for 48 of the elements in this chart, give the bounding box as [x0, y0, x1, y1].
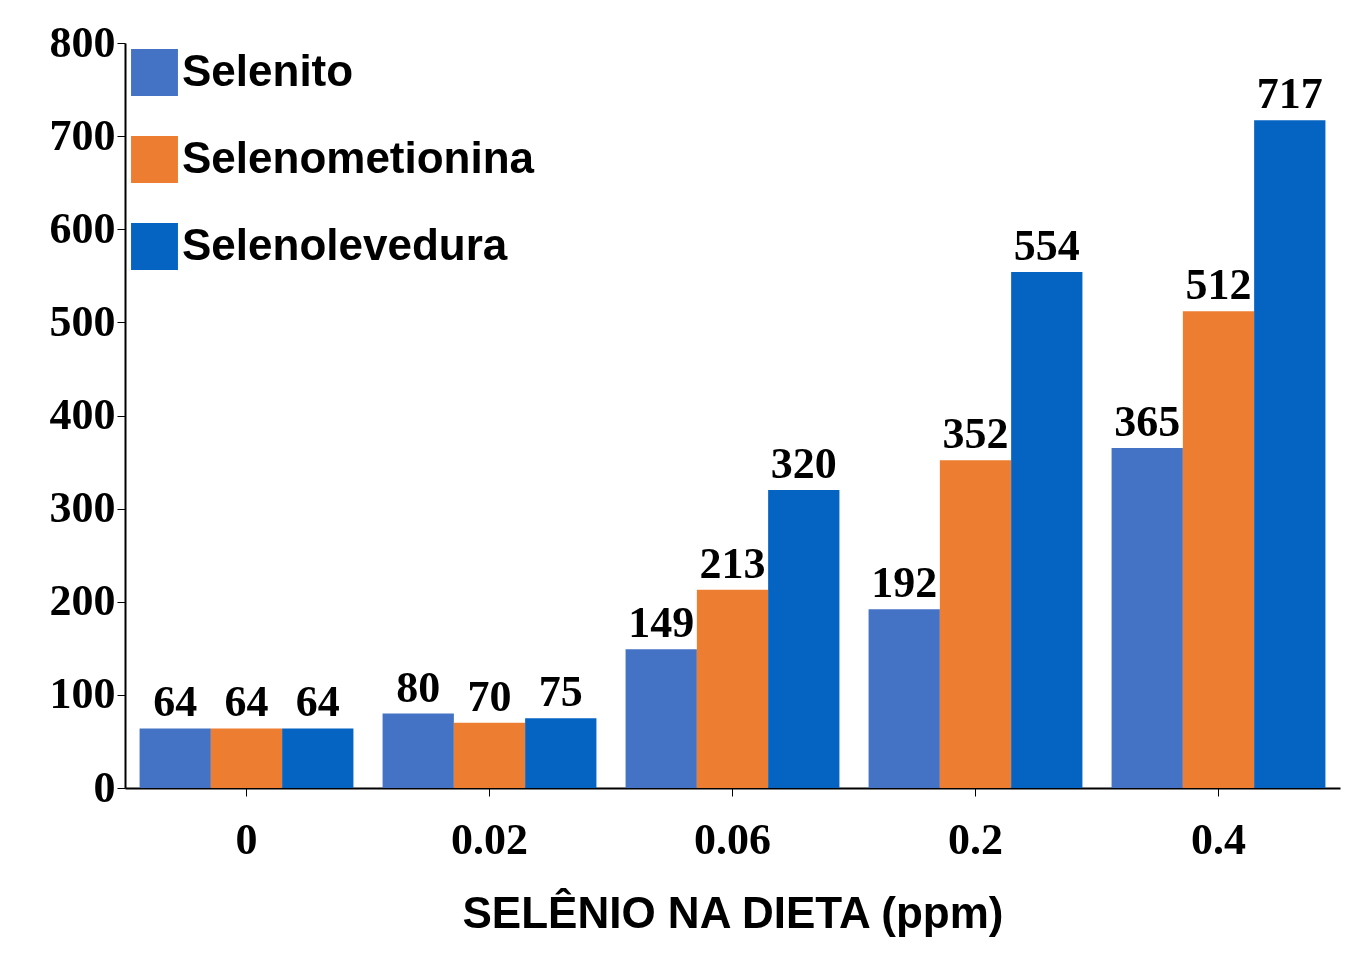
- bar: [210, 728, 283, 788]
- bar: [696, 589, 769, 788]
- bar: [1182, 311, 1255, 788]
- bar: [1011, 272, 1083, 788]
- y-tick-label: 800: [49, 17, 116, 67]
- x-tick-label: 0.06: [694, 814, 771, 864]
- data-label: 320: [770, 439, 837, 488]
- data-label: 75: [538, 667, 583, 717]
- bar: [382, 713, 454, 788]
- data-label: 80: [396, 662, 441, 712]
- y-tick-label: 600: [49, 203, 116, 253]
- x-tick-label: 0.2: [948, 814, 1003, 864]
- y-tick-label: 0: [93, 762, 116, 812]
- x-tick-label: 0.02: [451, 814, 528, 864]
- bar: [1111, 448, 1183, 788]
- legend-label: Selenito: [182, 45, 354, 95]
- bar: [525, 718, 597, 788]
- bar: [768, 490, 840, 788]
- y-tick-label: 700: [49, 110, 116, 160]
- data-label: 512: [1185, 260, 1252, 310]
- bar: [939, 460, 1012, 788]
- y-tick-label: 400: [49, 390, 116, 439]
- data-label: 192: [871, 558, 938, 608]
- legend-label: Selenolevedura: [182, 219, 508, 269]
- data-label: 213: [699, 538, 766, 588]
- data-label: 70: [467, 671, 512, 721]
- data-label: 554: [1013, 221, 1080, 271]
- data-label: 352: [942, 409, 1009, 459]
- data-label: 365: [1114, 397, 1181, 447]
- data-label: 64: [153, 677, 198, 727]
- bar: [453, 722, 526, 788]
- bar: [625, 649, 697, 788]
- x-axis-title: SELÊNIO NA DIETA (ppm): [462, 887, 1004, 937]
- x-tick-label: 0.4: [1191, 814, 1246, 864]
- legend-label: Selenometionina: [182, 132, 535, 182]
- bar: [139, 728, 211, 788]
- y-tick-label: 300: [49, 483, 116, 533]
- bar: [282, 728, 354, 788]
- y-tick-label: 500: [49, 296, 116, 346]
- data-label: 149: [628, 598, 695, 648]
- y-tick-label: 100: [49, 669, 116, 719]
- bar: [1254, 120, 1326, 788]
- y-tick-label: 200: [49, 576, 116, 626]
- bar: [868, 609, 940, 788]
- x-tick-label: 0: [235, 814, 258, 864]
- data-label: 717: [1256, 69, 1323, 119]
- data-label: 64: [224, 677, 269, 727]
- data-label: 64: [295, 677, 340, 727]
